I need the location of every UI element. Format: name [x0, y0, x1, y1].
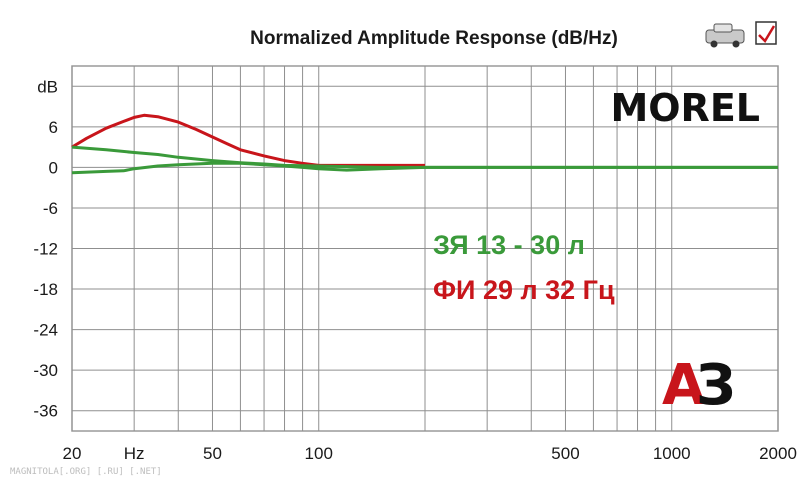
y-tick-label: -12 [33, 240, 58, 259]
y-tick-label: -18 [33, 280, 58, 299]
y-tick-label: -36 [33, 402, 58, 421]
y-tick-label: -30 [33, 361, 58, 380]
brand-label: MOREL [610, 86, 760, 130]
y-axis-ticks: dB 6 0 -6 -12 -18 -24 -30 -36 [33, 77, 58, 420]
watermark: MAGNITOLA[.ORG] [.RU] [.NET] [10, 467, 162, 477]
x-tick-label: 500 [551, 444, 579, 463]
x-tick-label: 50 [203, 444, 222, 463]
x-axis-ticks: 20 Hz 50 100 500 1000 2000 [63, 444, 797, 463]
svg-text:З: З [696, 353, 736, 418]
legend-bass-reflex: ФИ 29 л 32 Гц [433, 275, 615, 305]
vehicle-icon[interactable] [705, 23, 745, 48]
legend-closed-box: ЗЯ 13 - 30 л [433, 230, 585, 260]
chart-title: Normalized Amplitude Response (dB/Hz) [250, 28, 618, 49]
document-icon[interactable] [755, 21, 777, 45]
series-line-2 [71, 161, 778, 175]
svg-text:А: А [662, 353, 706, 418]
y-tick-label: -24 [33, 321, 58, 340]
y-tick-label: dB [37, 77, 58, 96]
toolbar-icons[interactable] [705, 21, 777, 48]
x-tick-label: 20 [63, 444, 82, 463]
y-tick-label: 0 [49, 158, 58, 177]
x-tick-label: 1000 [653, 444, 691, 463]
x-tick-label: 100 [305, 444, 333, 463]
y-tick-label: -6 [43, 199, 58, 218]
y-tick-label: 6 [49, 118, 58, 137]
series-lines [71, 113, 778, 175]
magazine-logo: А З [662, 353, 736, 418]
x-tick-label: Hz [124, 444, 145, 463]
x-tick-label: 2000 [759, 444, 797, 463]
series-line-0 [71, 113, 425, 167]
